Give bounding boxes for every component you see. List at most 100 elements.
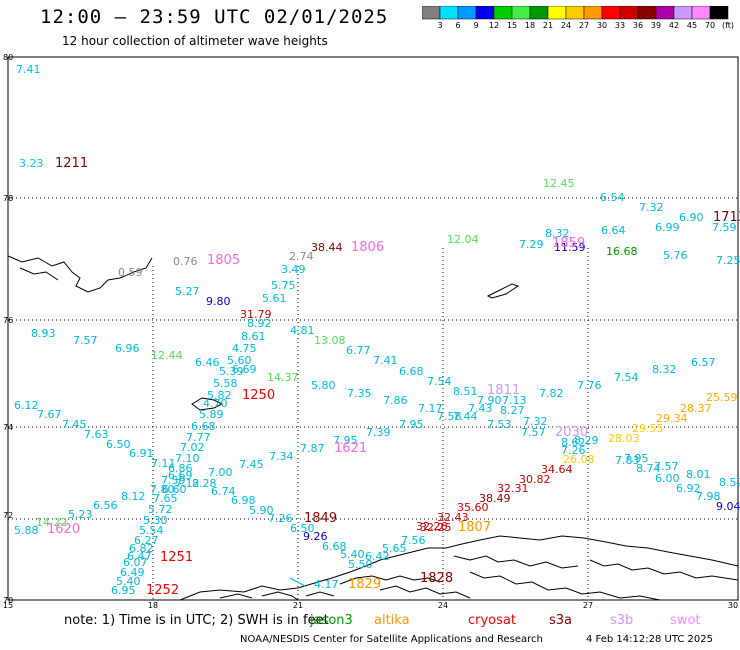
wave-height-value: 7.83 [615,454,640,467]
wave-height-value: 4.75 [232,342,257,355]
wave-height-value: 8.92 [247,317,272,330]
wave-height-value: 28.03 [608,432,640,445]
wave-height-value: 6.68 [399,365,424,378]
wave-height-value: 5.60 [227,354,252,367]
wave-height-value: 6.96 [115,342,140,355]
wave-height-value: 6.00 [655,472,680,485]
pass-time-label: 1621 [334,441,368,456]
wave-height-value: 5.23 [68,508,93,521]
color-swatch [709,6,729,20]
wave-height-value: 7.02 [180,441,205,454]
graticule [8,197,738,600]
color-swatch [673,6,693,20]
color-scale-label: 27 [578,21,590,30]
wave-height-value: 8.74 [636,462,661,475]
wave-height-value: 0.59 [118,266,143,279]
color-scale-label: 36 [632,21,644,30]
footer-note: note: 1) Time is in UTC; 2) SWH is in fe… [64,613,329,628]
color-scale-label: 12 [488,21,500,30]
wave-height-value: 7.82 [539,387,564,400]
wave-height-value: 7.57 [73,334,98,347]
wave-height-value: 32.31 [497,482,529,495]
wave-height-value: 14.22 [36,516,68,529]
wave-height-value: 7.77 [186,431,211,444]
wave-height-value: 31.79 [240,308,272,321]
color-scale-label: (ft) [721,21,735,30]
latitude-label: 80 [3,53,14,62]
wave-height-value: 6.12 [14,399,39,412]
wave-height-value: 6.07 [123,556,148,569]
wave-height-value: 7.56 [401,534,426,547]
wave-height-value: 6.56 [93,499,118,512]
color-swatch [529,6,549,20]
wave-height-value: 16.68 [606,245,638,258]
wave-height-value: 14.37 [267,371,299,384]
wave-height-value: 7.90 [477,394,502,407]
wave-height-value: 4.81 [290,324,315,337]
wave-height-value: 6.82 [129,542,154,555]
wave-height-value: 6.95 [111,584,136,597]
wave-height-value: 13.08 [314,334,346,347]
wave-height-value: 5.89 [199,408,224,421]
color-scale-label: 6 [455,21,461,30]
wave-height-value: 34.64 [541,463,573,476]
latitude-label: 78 [3,194,14,203]
swath-marks [289,577,306,587]
satellite-legend-item: s3a [549,613,573,628]
wave-height-value: 5.61 [262,292,287,305]
color-scale-label: 18 [524,21,536,30]
color-scale-labels: 3 6 9 12 15 18 21 24 27 30 33 36 39 42 45 70 (ft) [422,21,740,33]
wave-height-value: 5.58 [213,377,238,390]
latitude-label: 72 [3,511,14,520]
wave-height-value: 6.98 [231,494,256,507]
wave-height-value: 12.04 [447,233,479,246]
satellite-legend-item: swot [670,613,701,628]
color-swatch [655,6,675,20]
wave-height-value: 5.50 [348,558,373,571]
wave-height-value: 7.11 [151,457,176,470]
pass-time-label: 1251 [160,550,194,565]
color-swatch [439,6,459,20]
wave-height-value: 7.80 [150,483,175,496]
wave-height-value: 6.68 [322,540,347,553]
wave-height-value: 7.41 [16,63,41,76]
color-scale-label: 39 [650,21,662,30]
wave-height-value: 6.57 [691,356,716,369]
color-swatch [457,6,477,20]
wave-height-value: 6.86 [168,462,193,475]
wave-height-value: 7.13 [502,394,527,407]
wave-height-value: 6.54 [600,191,625,204]
wave-height-value: 32.26 [416,520,448,533]
wave-height-value: 7.63 [84,428,109,441]
color-swatch [493,6,513,20]
color-scale-label: 33 [614,21,626,30]
wave-height-value: 8.27 [500,404,525,417]
wave-height-value: 6.64 [601,224,626,237]
wave-height-value: 7.76 [577,379,602,392]
wave-height-value: 6.42 [365,550,390,563]
wave-height-value: 6.90 [679,211,704,224]
wave-height-value: 7.10 [175,452,200,465]
color-scale-label: 9 [473,21,479,30]
wave-height-value: 7.54 [427,375,452,388]
color-scale-label: 42 [668,21,680,30]
pass-time-label: 1859 [552,236,586,251]
wave-height-value: 5.40 [340,548,365,561]
color-swatch [547,6,567,20]
wave-height-value: 6.49 [120,566,145,579]
color-swatch [565,6,585,20]
wave-height-value: 6.60 [162,483,187,496]
longitude-label: 24 [437,601,449,610]
wave-height-value: 7.00 [208,466,233,479]
wave-height-value: 7.98 [696,490,721,503]
wave-height-value: 7.45 [62,418,87,431]
pass-time-label: 1805 [207,253,241,268]
wave-height-value: 35.60 [457,501,489,514]
wave-height-value: 6.27 [134,534,159,547]
wave-height-value: 7.41 [373,354,398,367]
wave-height-value: 8.32 [545,227,570,240]
wave-height-value: 4.17 [314,578,339,591]
wave-height-value: 7.12 [175,477,200,490]
wave-height-value: 3.49 [281,263,306,276]
